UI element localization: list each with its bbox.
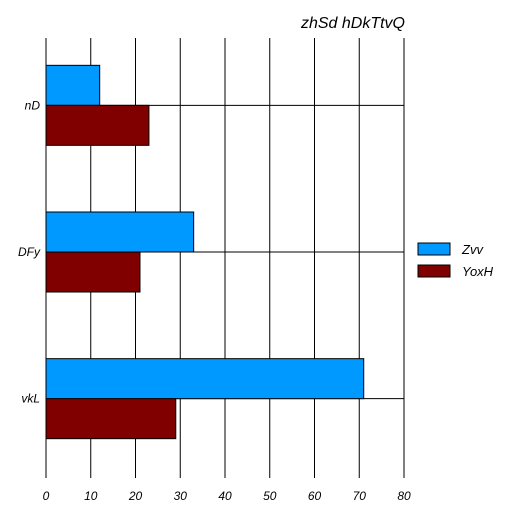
y-tick-label: nD [25,98,41,112]
x-tick-label: 40 [218,489,232,503]
x-tick-label: 60 [308,489,322,503]
y-tick-label: vkL [21,392,40,406]
x-axis-ticks: 0 10 20 30 40 50 60 70 80 [43,489,411,503]
x-tick-label: 80 [397,489,411,503]
x-tick-label: 10 [84,489,98,503]
y-axis-ticks: nD DFy vkL [18,98,41,405]
bars [45,64,365,440]
bar-YoxH-vkL [45,398,177,440]
x-tick-label: 20 [128,489,143,503]
bar-Zvv-nD [45,64,101,106]
x-tick-label: 30 [174,489,188,503]
legend-swatch [417,264,451,278]
legend-swatch [417,242,451,256]
bar-YoxH-DFy [45,251,141,293]
chart-title: zhSd hDkTtvQ [300,15,405,32]
legend: Zvv YoxH [417,242,494,279]
bar-Zvv-vkL [45,358,365,400]
x-tick-label: 0 [43,489,50,503]
x-tick-label: 70 [353,489,367,503]
bar-Zvv-DFy [45,211,195,253]
x-tick-label: 50 [263,489,277,503]
legend-label: Zvv [461,242,484,257]
legend-label: YoxH [462,264,494,279]
y-tick-label: DFy [18,245,41,259]
bar-YoxH-nD [45,104,150,146]
